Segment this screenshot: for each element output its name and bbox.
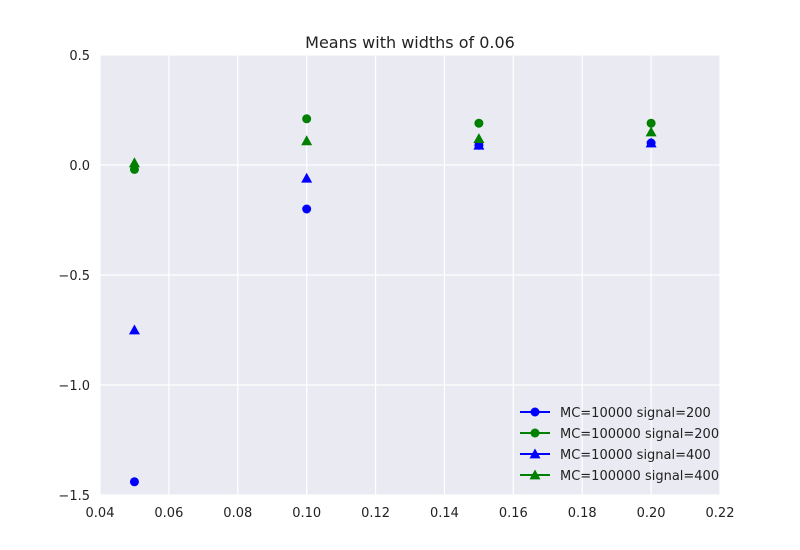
x-tick-label: 0.08 xyxy=(223,506,252,521)
x-tick-labels: 0.04 0.06 0.08 0.10 0.12 0.14 0.16 0.18 0.20 0.22 xyxy=(86,506,735,521)
legend-entry: MC=10000 signal=200 xyxy=(520,406,711,421)
legend-marker xyxy=(530,407,540,417)
x-tick-label: 0.22 xyxy=(706,506,735,521)
legend: MC=10000 signal=200 MC=100000 signal=200 M… xyxy=(520,406,719,484)
data-point xyxy=(645,126,657,137)
x-tick-label: 0.20 xyxy=(637,506,666,521)
legend-label: MC=10000 signal=400 xyxy=(560,448,711,463)
y-tick-label: −1.5 xyxy=(58,489,90,504)
x-tick-label: 0.06 xyxy=(154,506,183,521)
data-point xyxy=(128,324,140,335)
y-tick-label: 0.0 xyxy=(69,159,90,174)
legend-entry: MC=100000 signal=200 xyxy=(520,427,719,442)
x-tick-label: 0.16 xyxy=(499,506,528,521)
legend-marker xyxy=(529,469,541,480)
legend-entry: MC=100000 signal=400 xyxy=(520,469,719,484)
y-tick-label: −0.5 xyxy=(58,269,90,284)
x-tick-label: 0.18 xyxy=(568,506,597,521)
data-point xyxy=(302,204,312,214)
data-point xyxy=(301,135,313,146)
data-point xyxy=(646,118,656,128)
legend-label: MC=100000 signal=200 xyxy=(560,427,719,442)
data-point xyxy=(129,477,139,487)
data-point xyxy=(302,114,312,124)
x-tick-label: 0.04 xyxy=(86,506,115,521)
chart-title: Means with widths of 0.06 xyxy=(305,33,515,52)
data-point xyxy=(645,137,657,148)
data-point xyxy=(128,157,140,168)
y-tick-label: −1.0 xyxy=(58,379,90,394)
data-point xyxy=(474,118,484,128)
x-tick-label: 0.12 xyxy=(361,506,390,521)
legend-label: MC=100000 signal=400 xyxy=(560,469,719,484)
x-tick-label: 0.10 xyxy=(292,506,321,521)
legend-marker xyxy=(529,448,541,459)
x-tick-label: 0.14 xyxy=(430,506,459,521)
data-point xyxy=(473,133,485,143)
data-point xyxy=(301,172,313,183)
legend-entry: MC=10000 signal=400 xyxy=(520,448,711,463)
legend-label: MC=10000 signal=200 xyxy=(560,406,711,421)
y-tick-label: 0.5 xyxy=(69,49,90,64)
data-point xyxy=(473,139,485,150)
data-points xyxy=(128,114,657,487)
legend-marker xyxy=(530,428,540,438)
y-tick-labels: 0.5 0.0 −0.5 −1.0 −1.5 xyxy=(58,49,90,504)
